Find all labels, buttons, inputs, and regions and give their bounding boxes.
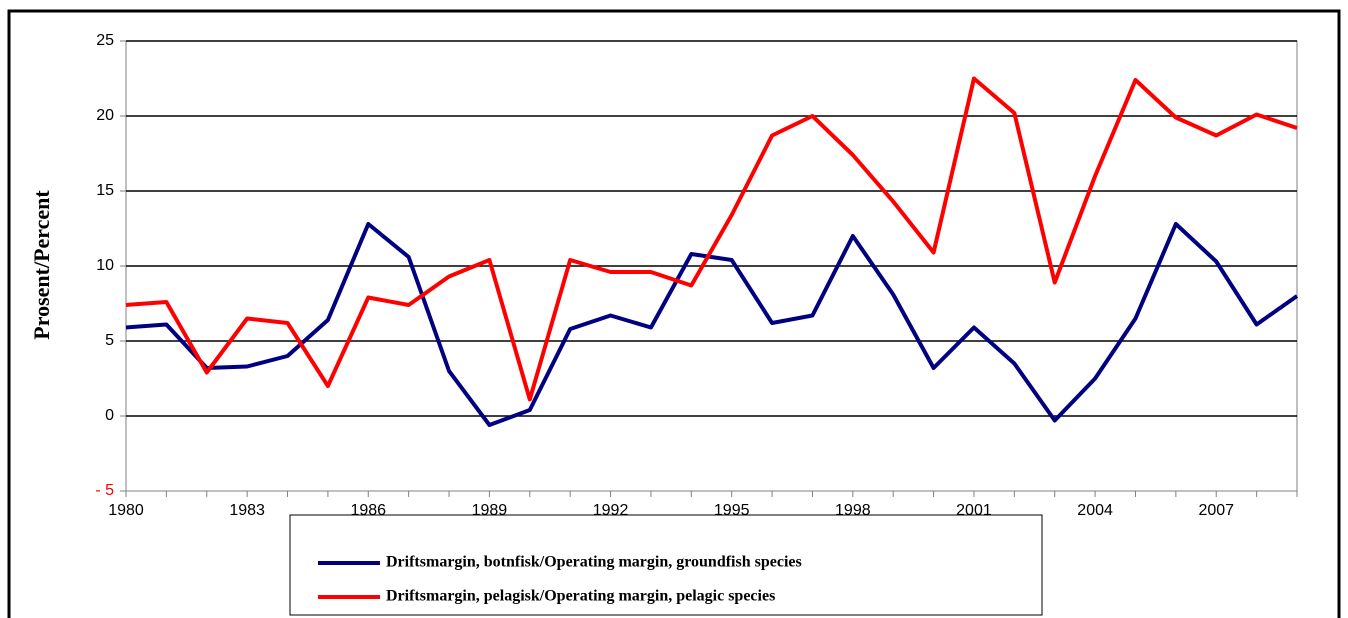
x-tick-label: 1986 (350, 502, 386, 519)
y-tick-label: 20 (96, 107, 114, 124)
chart-frame (7, 9, 1341, 618)
series-line (125, 222, 1299, 427)
y-tick-label: 10 (96, 257, 114, 274)
x-tick-label: 1980 (108, 502, 144, 519)
y-axis-label: Prosent/Percent (29, 190, 54, 340)
y-tick-label: 15 (96, 182, 114, 199)
y-tick-label: 25 (96, 32, 114, 49)
legend-label: Driftsmargin, pelagisk/Operating margin,… (386, 588, 775, 605)
series-line (125, 76, 1298, 402)
x-tick-label: 1998 (835, 502, 871, 519)
x-tick-label: 1983 (229, 502, 265, 519)
x-tick-label: 2004 (1077, 502, 1113, 519)
y-tick-label: 0 (105, 407, 114, 424)
y-tick-label: 5 (105, 332, 114, 349)
legend (289, 514, 1043, 616)
x-tick-label: 1989 (472, 502, 508, 519)
legend-label: Driftsmargin, botnfisk/Operating margin,… (386, 554, 802, 571)
x-tick-label: 1992 (593, 502, 629, 519)
x-tick-label: 1995 (714, 502, 750, 519)
x-tick-label: 2007 (1198, 502, 1234, 519)
y-tick-label: - 5 (95, 482, 114, 499)
x-tick-label: 2001 (956, 502, 992, 519)
